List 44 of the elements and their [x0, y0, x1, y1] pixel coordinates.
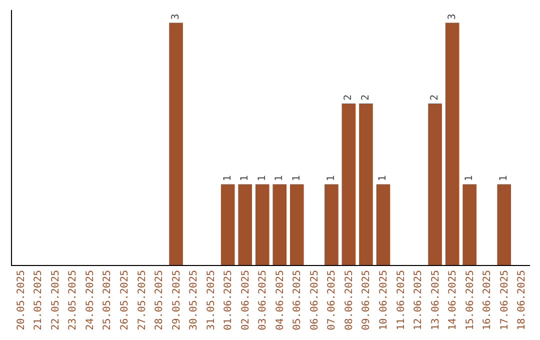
x-tick-label: 12.06.2025 [413, 270, 424, 330]
data-label: 1 [291, 175, 302, 182]
x-tick-label: 17.06.2025 [499, 270, 510, 330]
data-label: 2 [343, 94, 354, 100]
x-tick-label: 15.06.2025 [464, 270, 476, 330]
x-tick-label: 03.06.2025 [258, 270, 269, 330]
x-tick-label: 10.06.2025 [378, 270, 390, 330]
x-tick-label: 26.05.2025 [119, 270, 130, 330]
x-tick-label: 11.06.2025 [396, 270, 407, 330]
x-tick-label: 28.05.2025 [154, 270, 166, 330]
x-tick-label: 24.05.2025 [84, 270, 96, 330]
data-label: 1 [256, 175, 268, 182]
x-tick-label: 01.06.2025 [223, 270, 234, 330]
data-label: 1 [498, 175, 510, 182]
x-tick-label: 27.05.2025 [136, 270, 148, 330]
data-label: 1 [464, 175, 476, 182]
x-tick-label: 21.05.2025 [33, 270, 44, 330]
x-tick-label: 06.06.2025 [309, 270, 320, 330]
x-tick-label: 25.05.2025 [102, 270, 114, 330]
data-label: 3 [446, 14, 458, 20]
x-tick-label: 29.05.2025 [171, 270, 182, 330]
data-label: 1 [326, 175, 337, 182]
data-label: 1 [240, 175, 251, 182]
x-tick-label: 16.06.2025 [482, 270, 494, 330]
x-tick-label: 23.05.2025 [68, 270, 79, 330]
x-tick-label: 09.06.2025 [361, 270, 372, 330]
x-tick-label: 13.06.2025 [430, 270, 442, 330]
x-tick-label: 02.06.2025 [240, 270, 252, 330]
x-tick-label: 05.06.2025 [292, 270, 304, 330]
data-label: 1 [378, 175, 389, 182]
data-label: 2 [430, 94, 441, 100]
data-label: 1 [222, 175, 234, 182]
data-label: 2 [360, 94, 372, 100]
x-tick-label: 08.06.2025 [344, 270, 355, 330]
x-tick-label: 07.06.2025 [326, 270, 338, 330]
data-label: 3 [170, 14, 182, 20]
x-tick-label: 04.06.2025 [274, 270, 286, 330]
x-tick-label: 14.06.2025 [448, 270, 459, 330]
x-tick-label: 30.05.2025 [188, 270, 200, 330]
x-tick-label: 22.05.2025 [50, 270, 62, 330]
x-tick-label: 31.05.2025 [206, 270, 217, 330]
x-tick-label: 20.05.2025 [16, 270, 27, 330]
x-tick-label: 18.06.2025 [516, 270, 528, 330]
data-label: 1 [274, 175, 286, 182]
